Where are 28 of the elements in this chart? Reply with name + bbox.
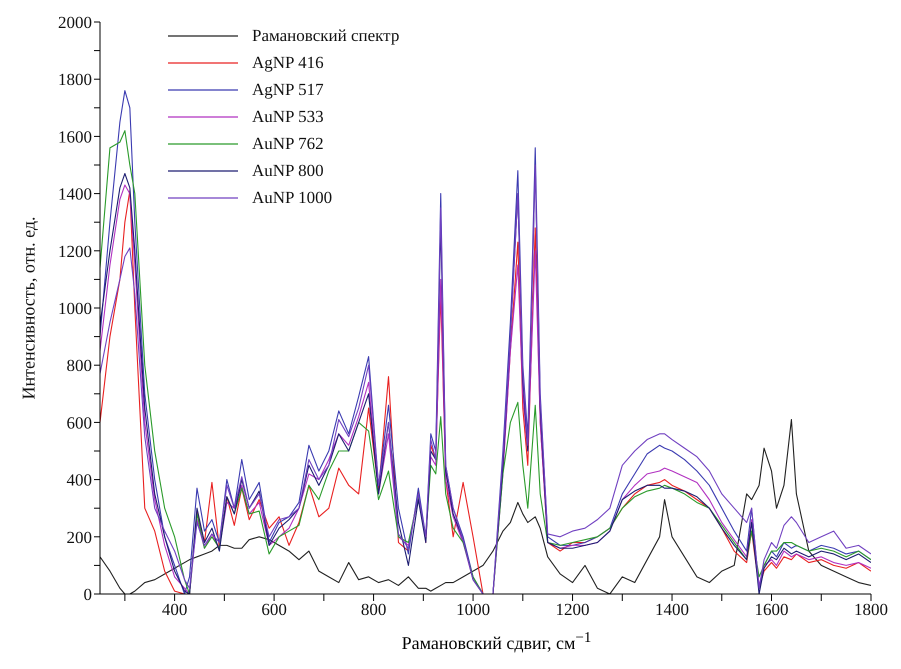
x-tick-label: 1400	[655, 600, 690, 620]
y-tick-label: 1000	[58, 299, 92, 318]
legend-label: AgNP 416	[252, 52, 324, 72]
x-tick-label: 1200	[556, 600, 590, 620]
x-tick-label: 400	[162, 600, 188, 620]
legend-label: Рамановский спектр	[252, 26, 400, 46]
x-tick-label: 600	[261, 600, 287, 620]
legend-label: AuNP 1000	[252, 188, 332, 208]
legend-label: AgNP 517	[252, 80, 324, 100]
x-tick-label: 1600	[754, 600, 789, 620]
y-tick-label: 1200	[58, 242, 92, 261]
y-tick-label: 1800	[58, 70, 92, 90]
x-tick-label: 1800	[854, 600, 888, 620]
y-tick-label: 800	[66, 356, 92, 376]
x-axis-title: Рамановский сдвиг, см$^{−1}$	[400, 630, 592, 654]
legend-label: AuNP 762	[252, 134, 324, 154]
y-tick-label: 200	[66, 528, 92, 547]
y-tick-label: 0	[84, 585, 92, 604]
y-tick-label: 2000	[58, 13, 92, 32]
x-tick-label: 800	[360, 600, 386, 620]
y-tick-label: 1400	[58, 184, 92, 204]
y-tick-label: 1600	[58, 127, 92, 146]
y-tick-label: 600	[66, 413, 92, 432]
x-tick-label: 1000	[456, 600, 490, 620]
legend-label: AuNP 533	[252, 106, 324, 126]
y-axis-title: Интенсивность, отн. ед.	[18, 216, 38, 400]
legend-label: AuNP 800	[252, 160, 324, 180]
y-tick-label: 400	[66, 470, 92, 490]
